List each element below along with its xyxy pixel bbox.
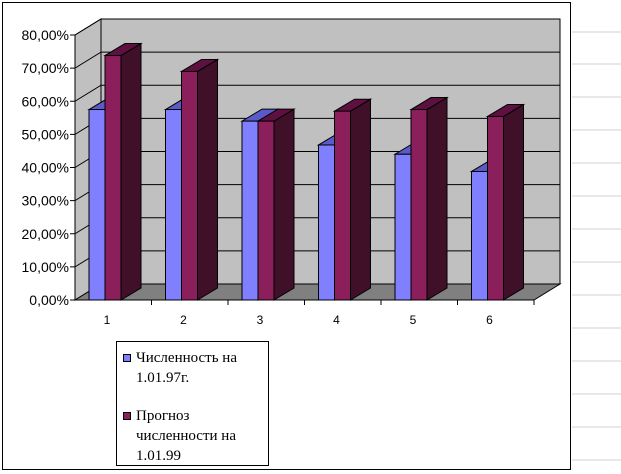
legend-label-series-2: Прогноз численности на 1.01.99 xyxy=(136,408,236,464)
x-axis-tick-label: 4 xyxy=(333,313,340,327)
bar-series-2-cat-5 xyxy=(410,109,428,301)
bar-series-1-cat-1 xyxy=(88,109,106,301)
x-axis-tick-label: 1 xyxy=(104,313,111,327)
chart-area[interactable]: 0,00% 10,00% 20,00% 30,00% 40,00% 50,00% 60,00… xyxy=(2,2,571,470)
bar-series-2-cat-3-side xyxy=(273,108,295,301)
bar-series-2-cat-2 xyxy=(181,70,198,301)
chart-legend[interactable]: Численность на 1.01.97г. Прогноз численн… xyxy=(116,341,269,466)
gridline xyxy=(74,51,560,69)
x-axis-tick-label: 3 xyxy=(257,313,264,327)
bar-series-2-cat-1 xyxy=(104,55,122,301)
bar-series-2-cat-6 xyxy=(487,115,504,301)
legend-swatch-series-1 xyxy=(123,354,131,362)
y-axis-tick-label: 10,00% xyxy=(22,259,69,275)
bar-series-2-cat-4 xyxy=(334,110,351,301)
bar-series-2-cat-2-side xyxy=(197,58,218,301)
bar-series-1-cat-4 xyxy=(318,144,335,301)
y-axis-tick-label: 0,00% xyxy=(29,292,69,308)
y-axis-tick-label: 20,00% xyxy=(22,226,69,242)
x-axis-tick-label: 6 xyxy=(486,313,493,327)
bar-series-2-cat-3 xyxy=(257,120,275,301)
y-axis-tick-label: 50,00% xyxy=(22,126,69,142)
bar-series-2-cat-6-side xyxy=(503,103,524,301)
gridline xyxy=(74,18,560,36)
bar-series-1-cat-2 xyxy=(165,109,182,301)
y-axis-tick-label: 60,00% xyxy=(22,93,69,109)
gridline xyxy=(74,84,560,102)
legend-swatch-series-2 xyxy=(123,412,131,420)
y-axis-tick-label: 80,00% xyxy=(22,27,69,43)
legend-label-series-1: Численность на 1.01.97г. xyxy=(136,350,237,386)
y-axis-tick-label: 40,00% xyxy=(22,160,69,176)
x-axis-tick-label: 5 xyxy=(410,313,417,327)
x-axis-tick-label: 2 xyxy=(180,313,187,327)
bar-series-2-cat-1-side xyxy=(120,42,142,301)
y-axis-tick-label: 70,00% xyxy=(22,60,69,76)
bar-series-1-cat-6 xyxy=(471,170,488,301)
y-axis-tick-label: 30,00% xyxy=(22,193,69,209)
bar-series-2-cat-4-side xyxy=(350,98,371,301)
bar-series-1-cat-3 xyxy=(241,120,259,301)
bar-series-2-cat-5-side xyxy=(426,96,448,301)
bar-chart-3d: 0,00% 10,00% 20,00% 30,00% 40,00% 50,00% 60,00… xyxy=(22,18,562,327)
bar-series-1-cat-5 xyxy=(394,153,412,301)
